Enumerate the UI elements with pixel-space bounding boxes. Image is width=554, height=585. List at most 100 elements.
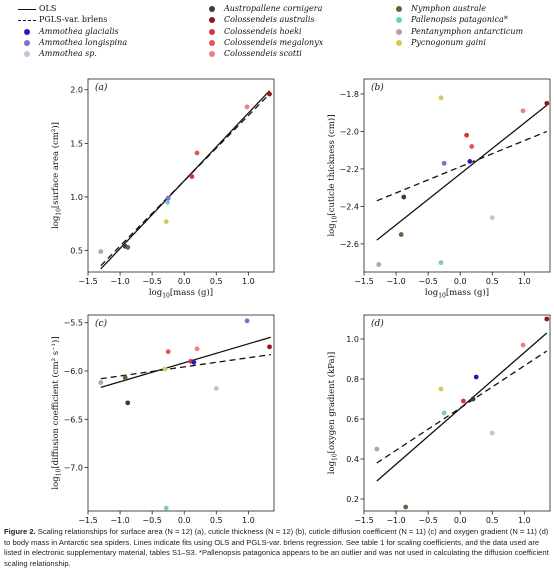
data-point xyxy=(520,342,526,348)
panel-label: (c) xyxy=(95,318,108,329)
x-tick-label: 0.0 xyxy=(178,277,191,286)
data-point xyxy=(194,150,200,156)
legend-dot-swatch xyxy=(390,5,408,13)
pgls-fit-line xyxy=(100,93,270,267)
legend-label: Ammothea glacialis xyxy=(39,26,119,36)
legend-label: Ammothea sp. xyxy=(39,49,97,59)
caption-text: Scaling relationships for surface area (… xyxy=(4,527,549,568)
scatter-panel-d: (d) −1.5 −1.0 −0.5 0.0 0.5 1.0 0.2 0.4 0.6 0.8 1.0 l… xyxy=(326,314,551,527)
data-point xyxy=(163,219,169,225)
data-point xyxy=(213,385,219,391)
scatter-panel-c: (c) −1.5 −1.0 −0.5 0.0 0.5 1.0 −7.0 −6.5 −6.0 −5.5… xyxy=(50,314,275,527)
pgls-fit-line xyxy=(376,130,548,202)
y-tick-label: 0.5 xyxy=(70,247,83,256)
x-tick-label: 1.0 xyxy=(518,516,531,525)
data-point xyxy=(461,398,466,404)
scatter-panel-a: (a) −1.5 −1.0 −0.5 0.0 0.5 1.0 0.5 1.0 1.5 2.0 log1… xyxy=(50,78,275,300)
plot-frame xyxy=(87,314,275,512)
data-point xyxy=(376,262,382,267)
data-point xyxy=(98,380,104,385)
legend-item: PGLS-var. brlens xyxy=(18,15,107,25)
legend-dot-swatch xyxy=(390,39,408,47)
legend-label: Nymphon australe xyxy=(411,4,487,13)
data-point xyxy=(189,174,195,179)
x-tick-label: −0.5 xyxy=(418,516,437,525)
legend-label: Austropallene cornigera xyxy=(224,4,323,13)
x-tick-label: −1.5 xyxy=(354,516,373,525)
data-point xyxy=(163,505,169,511)
pgls-fit-line xyxy=(100,353,271,380)
data-point xyxy=(438,260,444,266)
x-tick-label: −1.0 xyxy=(386,277,405,286)
legend-item: Colossendeis megalonyx xyxy=(203,38,323,48)
scatter-panel-b: (b) −1.5 −1.0 −0.5 0.0 0.5 1.0 −2.6 −2.4 −2.2 −2.0… xyxy=(326,78,551,300)
x-tick-label: 0.5 xyxy=(210,516,223,525)
legend-label: Pentanymphon antarcticum xyxy=(411,26,524,36)
legend-dot-swatch xyxy=(203,39,221,47)
x-axis-label: log10[mass (g)] xyxy=(425,287,489,300)
legend-label: Pallenopsis patagonica* xyxy=(411,15,508,25)
legend-item: Pentanymphon antarcticum xyxy=(390,27,523,37)
x-axis-label: log10[mass (g)] xyxy=(149,526,213,527)
data-point xyxy=(398,232,404,237)
data-point xyxy=(544,316,550,322)
y-tick-label: 0.2 xyxy=(346,495,359,504)
legend-dot-swatch xyxy=(203,28,221,36)
y-tick-label: −2.2 xyxy=(340,165,359,174)
legend-label: Colossendeis hoeki xyxy=(224,26,302,36)
data-point xyxy=(162,366,168,372)
figure-caption: Figure 2. Scaling relationships for surf… xyxy=(4,527,550,569)
y-tick-label: 1.0 xyxy=(70,193,83,202)
data-point xyxy=(267,91,272,97)
panel-label: (a) xyxy=(95,82,108,93)
data-point xyxy=(125,400,131,406)
data-point xyxy=(473,374,479,380)
y-tick-label: 0.4 xyxy=(346,455,359,464)
legend-item: Ammothea longispina xyxy=(18,38,127,48)
x-tick-label: 1.0 xyxy=(518,277,531,286)
legend-label: Colossendeis megalonyx xyxy=(224,37,324,47)
x-tick-label: −0.5 xyxy=(142,516,161,525)
ols-fit-line xyxy=(100,336,271,389)
data-point xyxy=(374,446,380,452)
y-tick-label: −5.5 xyxy=(64,319,83,328)
x-tick-label: 0.5 xyxy=(210,277,223,286)
ols-fit-line xyxy=(376,104,548,241)
legend: OLS PGLS-var. brlens Ammothea glacialis Amm… xyxy=(0,0,554,70)
legend-label: OLS xyxy=(39,4,57,13)
y-tick-label: 1.5 xyxy=(70,139,83,148)
y-tick-label: −2.6 xyxy=(340,240,359,249)
legend-label: PGLS-var. brlens xyxy=(39,15,108,25)
y-axis-label: log10[surface area (cm²)] xyxy=(50,122,63,229)
legend-label: Colossendeis scotti xyxy=(224,49,302,59)
x-tick-label: 1.0 xyxy=(242,516,255,525)
y-tick-label: 1.0 xyxy=(346,335,359,344)
data-point xyxy=(191,359,197,365)
plot-frame xyxy=(87,78,275,273)
legend-label: Pycnogonum gaini xyxy=(411,37,486,47)
legend-dot-swatch xyxy=(18,28,36,36)
data-point xyxy=(125,244,131,250)
legend-line-swatch xyxy=(18,5,36,13)
y-axis-label: log10[diffusion coefficient (cm² s⁻¹)] xyxy=(50,336,63,489)
x-tick-label: −1.0 xyxy=(110,516,129,525)
x-tick-label: −0.5 xyxy=(418,277,437,286)
data-point xyxy=(464,132,470,138)
data-point xyxy=(165,195,171,201)
legend-item: Colossendeis hoeki xyxy=(203,27,302,37)
data-point xyxy=(489,215,495,221)
y-tick-label: 0.6 xyxy=(346,415,359,424)
x-tick-label: 0.0 xyxy=(178,516,191,525)
legend-dot-swatch xyxy=(203,50,221,58)
data-point xyxy=(544,100,550,106)
y-tick-label: −7.0 xyxy=(64,464,83,473)
data-point xyxy=(470,396,476,402)
x-tick-label: −1.5 xyxy=(354,277,373,286)
legend-item: OLS xyxy=(18,4,56,14)
legend-dot-swatch xyxy=(390,28,408,36)
x-axis-label: log10[mass (g)] xyxy=(425,526,489,527)
x-tick-label: 0.0 xyxy=(454,516,467,525)
legend-dot-swatch xyxy=(203,5,221,13)
data-point xyxy=(122,375,128,381)
data-point xyxy=(441,410,447,416)
